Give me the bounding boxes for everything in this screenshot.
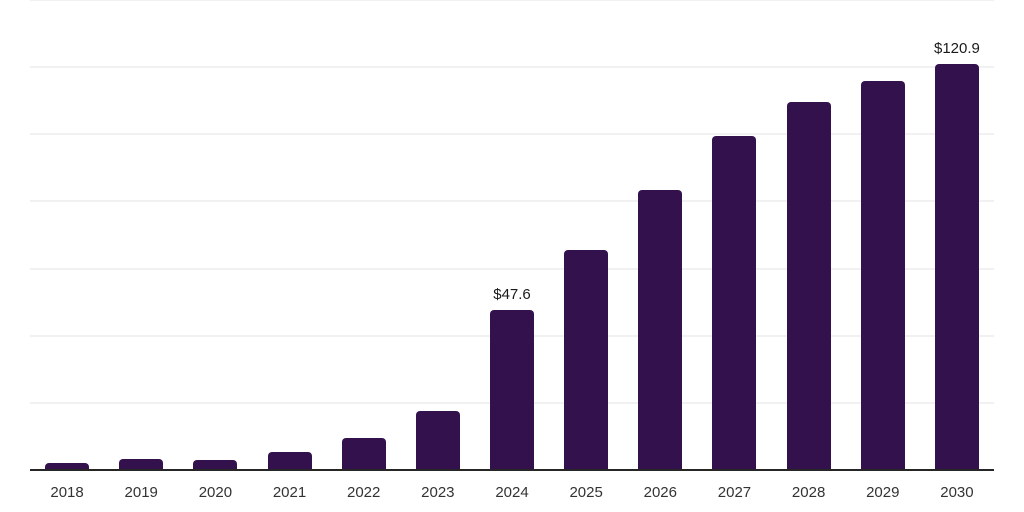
bar-2020 bbox=[193, 460, 237, 470]
x-axis-ticks: 2018 2019 2020 2021 2022 2023 2024 2025 2026 2027… bbox=[30, 484, 994, 504]
plot-area: $47.6 $120.9 bbox=[30, 0, 994, 470]
bar-2024 bbox=[490, 310, 534, 470]
x-tick-label: 2019 bbox=[124, 484, 158, 501]
bar-2026 bbox=[638, 190, 682, 470]
x-tick-label: 2027 bbox=[717, 484, 752, 501]
bar-2022 bbox=[342, 438, 386, 470]
x-tick-label: 2026 bbox=[643, 484, 677, 501]
x-tick-label: 2018 bbox=[50, 484, 84, 501]
bar-value-label: $47.6 bbox=[493, 286, 531, 303]
bar-2023 bbox=[416, 411, 460, 470]
x-tick-label: 2030 bbox=[940, 484, 974, 501]
bar-2030 bbox=[935, 64, 979, 470]
bar-2019 bbox=[119, 459, 163, 470]
gridline bbox=[30, 66, 994, 68]
x-tick-label: 2025 bbox=[569, 484, 603, 501]
bar-2027 bbox=[712, 136, 756, 470]
x-tick-label: 2022 bbox=[347, 484, 381, 501]
x-tick-label: 2023 bbox=[421, 484, 455, 501]
bar-2029 bbox=[861, 81, 905, 470]
bar-2028 bbox=[787, 102, 831, 470]
bar-2018 bbox=[45, 463, 89, 470]
gridline bbox=[30, 268, 994, 270]
x-tick-label: 2021 bbox=[272, 484, 307, 501]
bar-2025 bbox=[564, 250, 608, 470]
x-tick-label: 2020 bbox=[198, 484, 233, 501]
bar-2021 bbox=[268, 452, 312, 470]
x-tick-label: 2024 bbox=[495, 484, 529, 501]
gridline bbox=[30, 133, 994, 135]
bar-value-label: $120.9 bbox=[933, 40, 980, 57]
gridline bbox=[30, 200, 994, 202]
gridline bbox=[30, 0, 994, 1]
x-tick-label: 2029 bbox=[866, 484, 900, 501]
x-tick-label: 2028 bbox=[791, 484, 826, 501]
x-axis-line bbox=[30, 469, 994, 471]
